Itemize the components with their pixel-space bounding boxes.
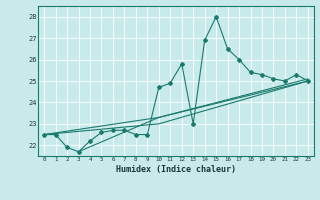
X-axis label: Humidex (Indice chaleur): Humidex (Indice chaleur) [116, 165, 236, 174]
